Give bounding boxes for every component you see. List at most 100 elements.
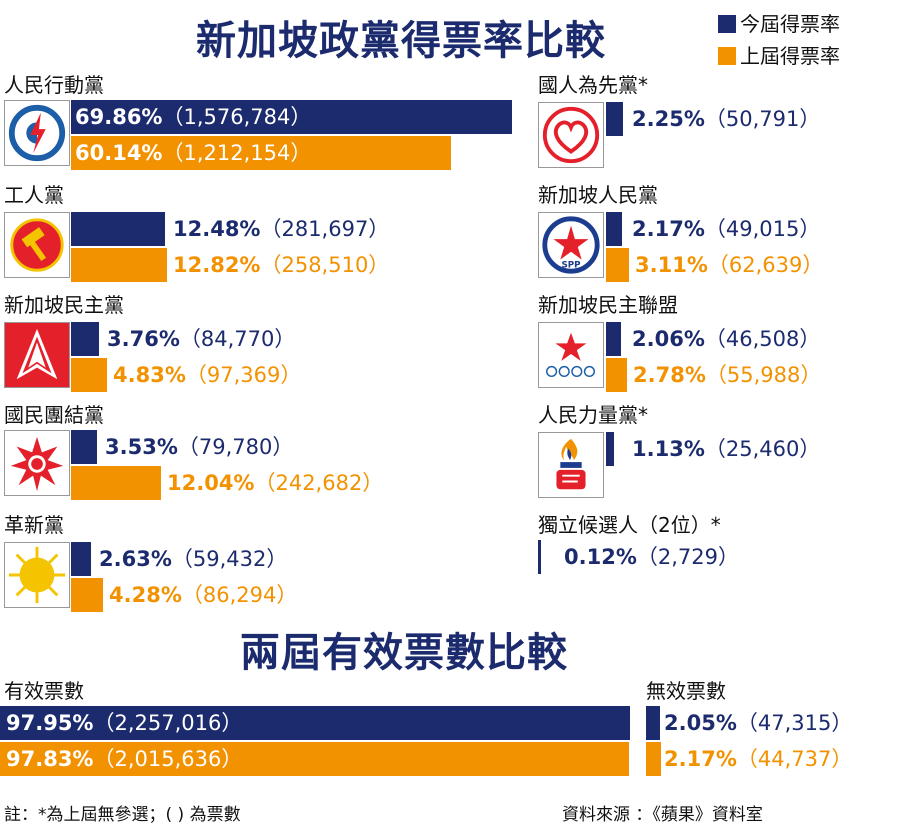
legend-previous-label: 上屆得票率 <box>740 44 840 68</box>
bar-invalid-current <box>646 706 660 740</box>
bar-current-3 <box>71 430 97 464</box>
value-previous-0-percent: 60.14% <box>75 141 163 165</box>
value-invalid-current-percent: 2.05% <box>664 711 737 735</box>
value-valid-current-count: （2,257,016） <box>93 711 243 735</box>
second-title: 兩屆有效票數比較 <box>240 629 568 676</box>
value-current-7-percent: 2.06% <box>632 327 705 351</box>
value-previous-2-count: （97,369） <box>185 363 302 387</box>
value-previous-3-count: （242,682） <box>254 471 384 495</box>
heart-logo-icon <box>538 102 604 168</box>
bar-current-4 <box>71 542 91 576</box>
torch-fist-logo-icon <box>538 432 604 498</box>
bar-previous-1 <box>71 248 167 282</box>
legend-previous-swatch <box>718 47 736 65</box>
value-valid-current: 97.95%（2,257,016） <box>6 706 242 740</box>
legend-current: 今屆得票率 <box>718 8 840 37</box>
value-valid-previous: 97.83%（2,015,636） <box>6 742 242 776</box>
party-name-2: 新加坡民主黨 <box>4 293 124 317</box>
value-previous-7-count: （55,988） <box>705 363 822 387</box>
value-current-1-percent: 12.48% <box>173 217 261 241</box>
bar-valid-current <box>0 706 630 740</box>
value-invalid-previous: 2.17%（44,737） <box>664 742 852 776</box>
bar-current-7 <box>606 322 621 356</box>
main-title: 新加坡政黨得票率比較 <box>196 17 606 64</box>
value-current-6-count: （49,015） <box>704 217 821 241</box>
value-current-1: 12.48%（281,697） <box>173 212 389 246</box>
value-current-8-count: （25,460） <box>704 437 821 461</box>
legend-current-swatch <box>718 15 736 33</box>
value-current-5-percent: 2.25% <box>632 107 705 131</box>
red-star-burst-logo-icon <box>4 430 70 496</box>
value-previous-6-count: （62,639） <box>707 253 824 277</box>
value-current-2-percent: 3.76% <box>107 327 180 351</box>
value-previous-0-count: （1,212,154） <box>162 141 312 165</box>
value-previous-3-percent: 12.04% <box>167 471 255 495</box>
value-current-8: 1.13%（25,460） <box>632 432 820 466</box>
party-name-3: 國民團結黨 <box>4 403 104 427</box>
hammer-logo-icon <box>4 212 70 278</box>
value-current-0-percent: 69.86% <box>75 105 163 129</box>
value-invalid-current-count: （47,315） <box>736 711 853 735</box>
value-current-2: 3.76%（84,770） <box>107 322 295 356</box>
party-name-9: 獨立候選人（2位）* <box>538 513 721 537</box>
bar-current-0 <box>71 100 512 134</box>
value-current-0: 69.86%（1,576,784） <box>75 100 311 134</box>
value-valid-current-percent: 97.95% <box>6 711 94 735</box>
value-valid-previous-count: （2,015,636） <box>93 747 243 771</box>
bar-current-8 <box>606 432 614 466</box>
value-current-3-count: （79,780） <box>177 435 294 459</box>
legend-previous: 上屆得票率 <box>718 40 840 69</box>
value-previous-0: 60.14%（1,212,154） <box>75 136 311 170</box>
value-invalid-previous-percent: 2.17% <box>664 747 737 771</box>
value-previous-6: 3.11%（62,639） <box>635 248 823 282</box>
footnote: 註：*為上屆無參選；( ) 為票數 <box>4 805 241 825</box>
party-name-8: 人民力量黨* <box>538 403 648 427</box>
value-valid-previous-percent: 97.83% <box>6 747 94 771</box>
bar-current-9 <box>538 540 541 574</box>
source-note: 資料來源 ：《蘋果》資料室 <box>562 805 763 825</box>
value-current-9-percent: 0.12% <box>564 545 637 569</box>
value-current-5: 2.25%（50,791） <box>632 102 820 136</box>
star-rings-logo-icon <box>538 322 604 388</box>
value-invalid-current: 2.05%（47,315） <box>664 706 852 740</box>
bar-previous-4 <box>71 578 103 612</box>
value-current-9: 0.12%（2,729） <box>564 540 739 574</box>
party-name-7: 新加坡民主聯盟 <box>538 293 678 317</box>
value-current-3: 3.53%（79,780） <box>105 430 293 464</box>
bar-current-5 <box>606 102 623 136</box>
party-name-1: 工人黨 <box>4 183 64 207</box>
value-invalid-previous-count: （44,737） <box>736 747 853 771</box>
svg-text:SPP: SPP <box>561 260 581 270</box>
party-name-5: 國人為先黨* <box>538 73 648 97</box>
bar-current-2 <box>71 322 99 356</box>
value-current-1-count: （281,697） <box>260 217 390 241</box>
party-name-0: 人民行動黨 <box>4 73 104 97</box>
bar-current-1 <box>71 212 165 246</box>
value-current-5-count: （50,791） <box>704 107 821 131</box>
value-previous-2-percent: 4.83% <box>113 363 186 387</box>
value-current-8-percent: 1.13% <box>632 437 705 461</box>
value-current-4-percent: 2.63% <box>99 547 172 571</box>
value-previous-1-percent: 12.82% <box>173 253 261 277</box>
value-previous-7-percent: 2.78% <box>633 363 706 387</box>
value-previous-4-count: （86,294） <box>181 583 298 607</box>
value-current-4: 2.63%（59,432） <box>99 542 287 576</box>
bar-previous-7 <box>606 358 627 392</box>
bar-current-6 <box>606 212 622 246</box>
value-current-6-percent: 2.17% <box>632 217 705 241</box>
lightning-logo-icon <box>4 100 70 166</box>
sun-logo-icon <box>4 542 70 608</box>
value-previous-1-count: （258,510） <box>260 253 390 277</box>
value-previous-4-percent: 4.28% <box>109 583 182 607</box>
value-previous-6-percent: 3.11% <box>635 253 708 277</box>
value-previous-4: 4.28%（86,294） <box>109 578 297 612</box>
value-current-2-count: （84,770） <box>179 327 296 351</box>
value-current-7-count: （46,508） <box>704 327 821 351</box>
value-current-7: 2.06%（46,508） <box>632 322 820 356</box>
value-current-9-count: （2,729） <box>636 545 739 569</box>
arrowhead-logo-icon <box>4 322 70 388</box>
value-current-4-count: （59,432） <box>171 547 288 571</box>
legend-current-label: 今屆得票率 <box>740 12 840 36</box>
spp-star-logo-icon: SPP <box>538 212 604 278</box>
value-previous-2: 4.83%（97,369） <box>113 358 301 392</box>
